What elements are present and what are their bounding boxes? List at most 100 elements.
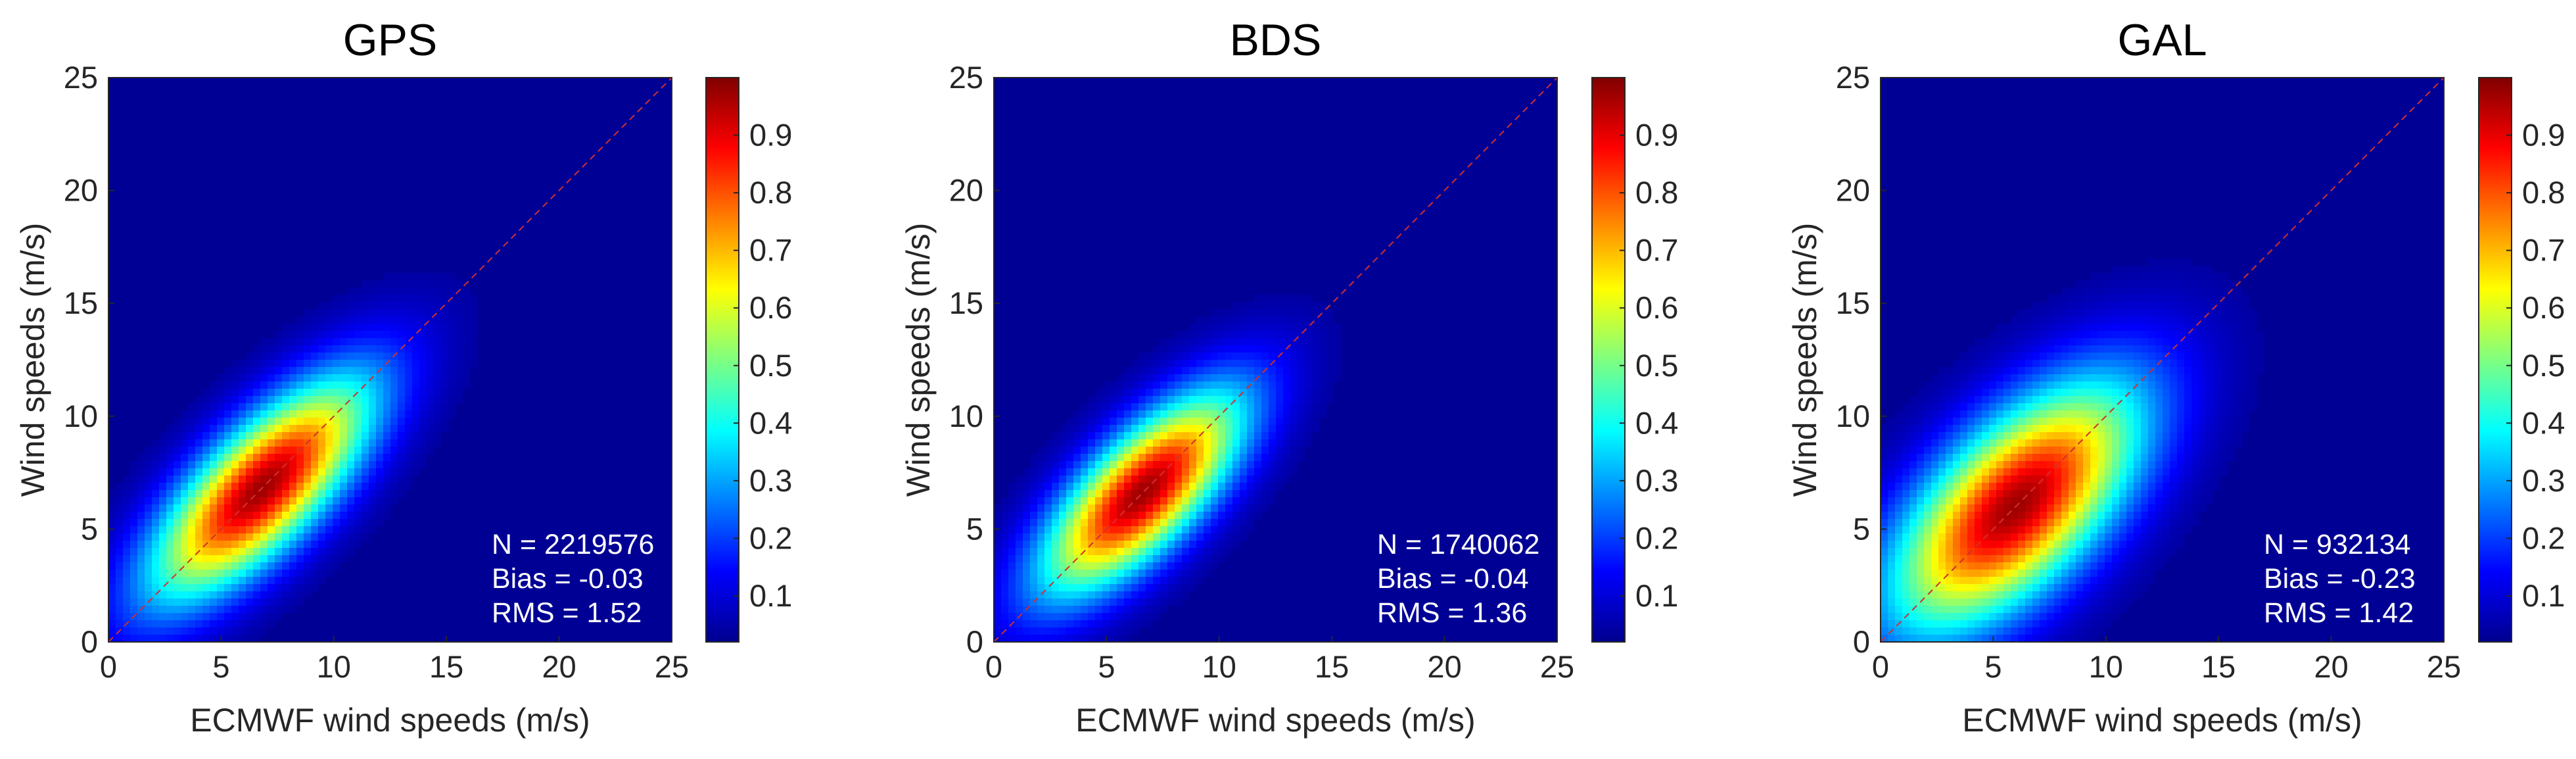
density-cell (1924, 447, 1932, 454)
density-cell (174, 584, 181, 592)
density-cell (2047, 461, 2055, 469)
density-cell (202, 504, 210, 512)
density-cell (340, 316, 348, 324)
stats-text: RMS = 1.36 (1377, 597, 1527, 629)
density-cell (130, 533, 138, 541)
density-cell (1204, 468, 1211, 476)
density-cell (427, 316, 434, 324)
density-cell (383, 497, 391, 505)
density-cell (1110, 425, 1117, 433)
density-cell (2040, 418, 2048, 426)
chart-title: GPS (343, 15, 438, 65)
density-cell (1059, 526, 1067, 534)
density-cell (1044, 461, 1052, 469)
density-cell (289, 577, 297, 585)
density-cell (1131, 584, 1139, 592)
density-cell (1982, 519, 1990, 527)
density-cell (2105, 302, 2113, 310)
density-cell (123, 599, 131, 606)
density-cell (239, 454, 246, 462)
density-cell (347, 367, 355, 375)
density-cell (1247, 432, 1255, 440)
density-cell (1975, 476, 1982, 483)
density-cell (325, 410, 333, 418)
density-cell (1276, 316, 1284, 324)
density-cell (1953, 425, 1961, 433)
density-cell (1931, 483, 1939, 491)
density-cell (2003, 396, 2011, 404)
density-cell (2040, 613, 2048, 621)
density-cell (2018, 338, 2026, 346)
density-cell (2105, 599, 2113, 606)
density-cell (2054, 512, 2062, 520)
x-axis-label: ECMWF wind speeds (m/s) (190, 702, 590, 739)
density-cell (2054, 620, 2062, 628)
density-cell (174, 432, 181, 440)
density-cell (2076, 570, 2084, 577)
density-cell (2141, 570, 2149, 577)
density-cell (1960, 606, 1968, 614)
density-cell (1182, 338, 1190, 346)
density-cell (239, 613, 246, 621)
density-cell (159, 533, 167, 541)
density-cell (2054, 606, 2062, 614)
density-cell (1917, 533, 1925, 541)
density-cell (2163, 360, 2170, 368)
density-cell (1953, 497, 1961, 505)
density-cell (195, 418, 203, 426)
density-cell (1023, 627, 1031, 635)
density-cell (159, 635, 167, 642)
density-cell (1967, 360, 1975, 368)
density-cell (202, 461, 210, 469)
density-cell (1953, 526, 1961, 534)
density-cell (2076, 591, 2084, 599)
density-cell (1953, 519, 1961, 527)
density-cell (2141, 273, 2149, 281)
density-cell (1967, 476, 1975, 483)
density-cell (1110, 461, 1117, 469)
density-cell (333, 562, 340, 570)
density-cell (2155, 258, 2163, 266)
density-cell (239, 504, 246, 512)
density-cell (1967, 562, 1975, 570)
density-cell (304, 331, 312, 339)
density-cell (2148, 266, 2156, 274)
density-cell (188, 425, 196, 433)
density-cell (1924, 410, 1932, 418)
density-cell (1066, 425, 1074, 433)
density-cell (1146, 447, 1154, 454)
density-cell (166, 541, 174, 549)
density-cell (2047, 389, 2055, 397)
density-cell (1167, 410, 1175, 418)
density-cell (1211, 519, 1219, 527)
density-cell (1204, 548, 1211, 556)
density-cell (2155, 287, 2163, 295)
density-cell (1218, 324, 1226, 331)
density-cell (390, 287, 398, 295)
density-cell (1967, 345, 1975, 353)
density-cell (268, 418, 275, 426)
density-cell (456, 295, 463, 303)
density-cell (1008, 519, 1016, 527)
density-cell (2170, 490, 2178, 498)
density-cell (1312, 360, 1320, 368)
density-cell (2126, 345, 2134, 353)
density-cell (2018, 533, 2026, 541)
density-cell (441, 280, 449, 288)
density-cell (1030, 468, 1038, 476)
density-cell (1117, 374, 1125, 382)
density-cell (333, 439, 340, 447)
density-cell (1030, 620, 1038, 628)
density-cell (1059, 533, 1067, 541)
density-cell (1946, 396, 1954, 404)
density-cell (2134, 570, 2142, 577)
density-cell (1204, 367, 1211, 375)
density-cell (253, 360, 261, 368)
density-cell (1996, 447, 2004, 454)
density-cell (2163, 447, 2170, 454)
density-cell (246, 418, 254, 426)
density-cell (2163, 374, 2170, 382)
density-cell (2105, 309, 2113, 317)
density-cell (2083, 620, 2091, 628)
density-cell (1196, 447, 1204, 454)
